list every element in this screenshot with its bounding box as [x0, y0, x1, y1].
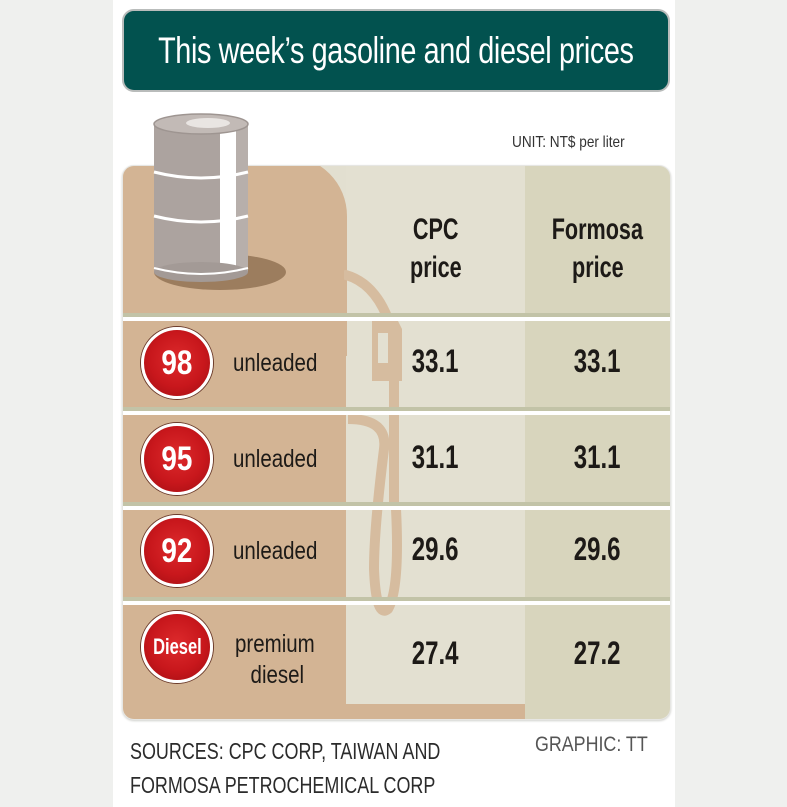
header-formosa-line1: Formosa: [551, 213, 644, 246]
table-row: 95 unleaded 31.1 31.1: [123, 415, 670, 502]
formosa-price: 27.2: [525, 635, 670, 672]
table-row: 98 unleaded 33.1 33.1: [123, 321, 670, 407]
bottom-strip: [346, 704, 525, 719]
formosa-price: 29.6: [525, 531, 670, 568]
fuel-type-line1: premium: [235, 630, 315, 658]
header-formosa: Formosa price: [525, 211, 670, 287]
fuel-pump-nozzle-icon: [344, 270, 402, 616]
sources-line2: FORMOSA PETROCHEMICAL CORP: [130, 772, 436, 798]
badge-label: 98: [161, 343, 193, 382]
sources-line1: SOURCES: CPC CORP, TAIWAN AND: [130, 738, 441, 764]
cpc-price: 31.1: [346, 439, 525, 476]
formosa-price-value: 27.2: [574, 635, 621, 671]
formosa-price-value: 29.6: [574, 531, 621, 567]
graphic-credit: GRAPHIC: TT: [535, 733, 648, 756]
formosa-price: 33.1: [525, 343, 670, 380]
badge-label: 92: [161, 531, 193, 570]
formosa-price-value: 31.1: [574, 439, 621, 475]
row-divider: [123, 407, 670, 415]
cpc-price-value: 29.6: [412, 531, 459, 567]
title-banner: This week’s gasoline and diesel prices: [122, 9, 670, 92]
cpc-price: 33.1: [346, 343, 525, 380]
cpc-column-bg: [346, 166, 525, 719]
header-cpc-line1: CPC: [412, 213, 459, 246]
row-divider: [123, 502, 670, 510]
page-title: This week’s gasoline and diesel prices: [158, 29, 634, 71]
formosa-column-bg: [525, 166, 670, 719]
header-cpc: CPC price: [346, 211, 525, 287]
oil-barrel-icon: [153, 113, 286, 290]
octane-badge-98: 98: [141, 327, 213, 399]
cpc-price-value: 33.1: [412, 343, 459, 379]
badge-label: 95: [161, 439, 193, 478]
fuel-type-line2: diesel: [250, 661, 305, 689]
fuel-type-label: unleaded: [233, 349, 318, 377]
unit-label: UNIT: NT$ per liter: [512, 134, 625, 151]
table-row: Diesel premium diesel 27.4 27.2: [123, 605, 670, 719]
cpc-price-value: 27.4: [412, 635, 459, 671]
formosa-price: 31.1: [525, 439, 670, 476]
octane-badge-92: 92: [141, 515, 213, 587]
diesel-badge: Diesel: [141, 611, 213, 683]
cpc-price: 29.6: [346, 531, 525, 568]
fuel-type-label: unleaded: [233, 537, 318, 565]
row-divider: [123, 597, 670, 605]
table-row: 92 unleaded 29.6 29.6: [123, 510, 670, 597]
fuel-type-label: unleaded: [233, 445, 318, 473]
formosa-price-value: 33.1: [574, 343, 621, 379]
sources-note: SOURCES: CPC CORP, TAIWAN AND FORMOSA PE…: [130, 734, 440, 802]
cpc-price-value: 31.1: [412, 439, 459, 475]
header-cpc-line2: price: [409, 251, 462, 284]
header-formosa-line2: price: [571, 251, 624, 284]
cpc-price: 27.4: [346, 635, 525, 672]
row-divider: [123, 313, 670, 321]
badge-label: Diesel: [152, 634, 202, 659]
fuel-type-label: premium diesel: [235, 629, 315, 691]
octane-badge-95: 95: [141, 423, 213, 495]
